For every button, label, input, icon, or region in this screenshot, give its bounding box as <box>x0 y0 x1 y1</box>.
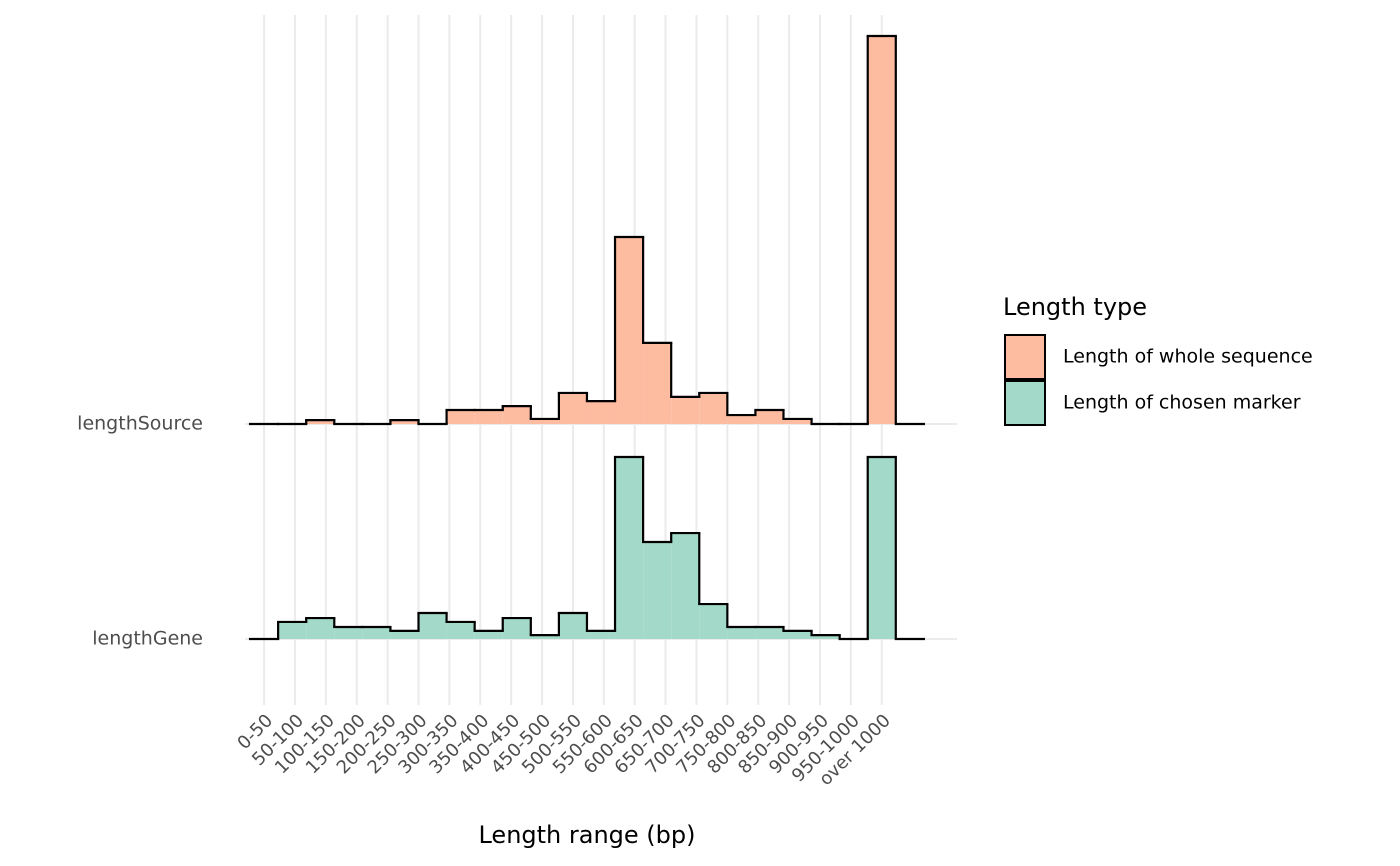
y-tick-label: lengthSource <box>77 413 203 435</box>
bin-fill <box>446 410 475 424</box>
bin-fill <box>418 613 447 639</box>
bin-fill <box>334 626 363 639</box>
bin-fill <box>699 392 728 424</box>
y-tick-label: lengthGene <box>92 628 203 650</box>
bin-fill <box>811 635 840 639</box>
bin-fill <box>867 36 896 424</box>
bin-fill <box>502 618 531 639</box>
bin-fill <box>474 630 503 639</box>
bin-fill <box>727 415 756 424</box>
bin-fill <box>306 420 335 424</box>
bin-fill <box>671 396 700 424</box>
bin-fill <box>586 630 616 639</box>
bin-fill <box>390 630 419 639</box>
bin-fill <box>530 418 559 424</box>
bin-fill <box>727 626 756 639</box>
bin-fill <box>530 635 559 639</box>
legend-label: Length of whole sequence <box>1063 346 1313 368</box>
legend-label: Length of chosen marker <box>1063 392 1301 414</box>
bin-fill <box>558 613 587 639</box>
ridge <box>248 34 925 426</box>
bin-fill <box>615 457 644 639</box>
bin-fill <box>390 420 419 424</box>
bin-fill <box>699 604 728 639</box>
bin-fill <box>446 621 475 639</box>
legend-key <box>1004 334 1046 380</box>
bin-fill <box>615 236 644 424</box>
bin-fill <box>474 410 503 424</box>
bin-fill <box>867 457 896 639</box>
bin-fill <box>643 342 672 424</box>
bin-fill <box>586 401 616 424</box>
bin-fill <box>783 418 812 424</box>
legend-key <box>1004 380 1046 426</box>
bin-fill <box>502 406 531 424</box>
bin-fill <box>558 392 587 424</box>
bin-fill <box>278 621 307 639</box>
bin-fill <box>362 626 391 639</box>
ridge <box>248 455 925 641</box>
bin-fill <box>755 410 784 424</box>
bin-fill <box>306 618 335 639</box>
bin-fill <box>755 626 784 639</box>
bin-fill <box>671 533 700 639</box>
legend-title: Length type <box>1003 293 1147 321</box>
x-axis-title: Length range (bp) <box>478 821 695 849</box>
bin-fill <box>643 542 672 639</box>
bin-fill <box>783 630 812 639</box>
